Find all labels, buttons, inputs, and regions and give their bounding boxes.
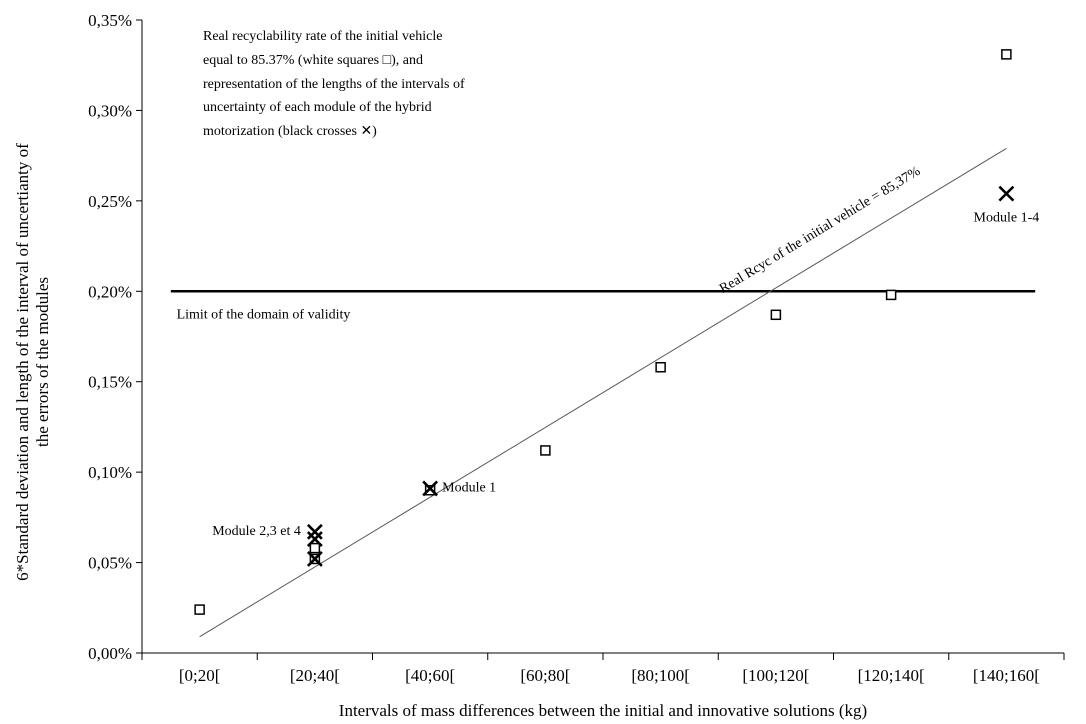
white-square-marker: [655, 361, 666, 373]
point-label: Module 1: [442, 480, 496, 495]
white-square-marker: [885, 289, 897, 301]
x-tick-label: [20;40[: [290, 666, 340, 685]
y-axis-title-line-1: 6*Standard deviation and length of the i…: [13, 143, 32, 581]
limit-of-validity-label: Limit of the domain of validity: [177, 307, 351, 322]
white-square-marker: [309, 542, 321, 554]
y-tick-label: 0,30%: [88, 101, 132, 120]
point-labels: Module 1 Module 2,3 et 4 Module 1-4: [212, 211, 1039, 539]
y-axis-title-line-2: the errors of the modules: [33, 277, 52, 447]
annotation-line-3: representation of the lengths of the int…: [203, 77, 465, 92]
white-square-marker: [1001, 49, 1012, 60]
point-label: Module 2,3 et 4: [212, 524, 301, 539]
limit-line-group: Limit of the domain of validity: [170, 290, 1036, 322]
annotation-line-2: equal to 85.37% (white squares □), and: [203, 53, 423, 68]
black-cross-marker: [306, 523, 323, 540]
x-tick-label: [40;60[: [405, 666, 455, 685]
annotation-line-1: Real recyclability rate of the initial v…: [203, 29, 442, 44]
series-markers: [194, 49, 1015, 615]
x-tick-label: [80;100[: [631, 666, 690, 685]
point-label: Module 1-4: [974, 211, 1040, 226]
x-tick-label: [100;120[: [742, 666, 809, 685]
trendline: [199, 147, 1007, 638]
y-tick-label: 0,15%: [88, 373, 132, 392]
annotation-line-5: motorization (black crosses ✕): [203, 124, 377, 139]
x-tick-label: [120;140[: [858, 666, 925, 685]
black-cross-marker: [306, 531, 323, 547]
trendline-label: Real Rcyc of the initial vehicle = 85,37…: [717, 164, 923, 297]
y-tick-label: 0,35%: [88, 11, 132, 30]
white-square-marker: [194, 604, 205, 615]
x-axis-title: Intervals of mass differences between th…: [339, 701, 867, 720]
y-tick-label: 0,00%: [88, 644, 132, 663]
black-cross-marker: [998, 185, 1015, 202]
white-square-marker: [770, 309, 782, 321]
x-axis: [0;20[ [20;40[ [40;60[ [60;80[ [80;100[ [100;…: [141, 652, 1065, 685]
black-cross-marker: [306, 551, 323, 567]
annotation-line-4: uncertainty of each module of the hybrid: [203, 100, 432, 115]
x-tick-label: [140;160[: [973, 666, 1040, 685]
y-tick-label: 0,10%: [88, 463, 132, 482]
black-cross-marker: [422, 480, 439, 497]
white-square-marker: [540, 445, 551, 456]
chart-annotation: Real recyclability rate of the initial v…: [203, 29, 465, 139]
y-tick-label: 0,05%: [88, 554, 132, 573]
x-tick-label: [60;80[: [520, 666, 570, 685]
x-tick-label: [0;20[: [179, 666, 221, 685]
y-axis: 0,00% 0,05% 0,10% 0,15% 0,20% 0,25% 0,30% 0,35%: [88, 11, 143, 663]
y-tick-label: 0,25%: [88, 192, 132, 211]
y-tick-label: 0,20%: [88, 282, 132, 301]
